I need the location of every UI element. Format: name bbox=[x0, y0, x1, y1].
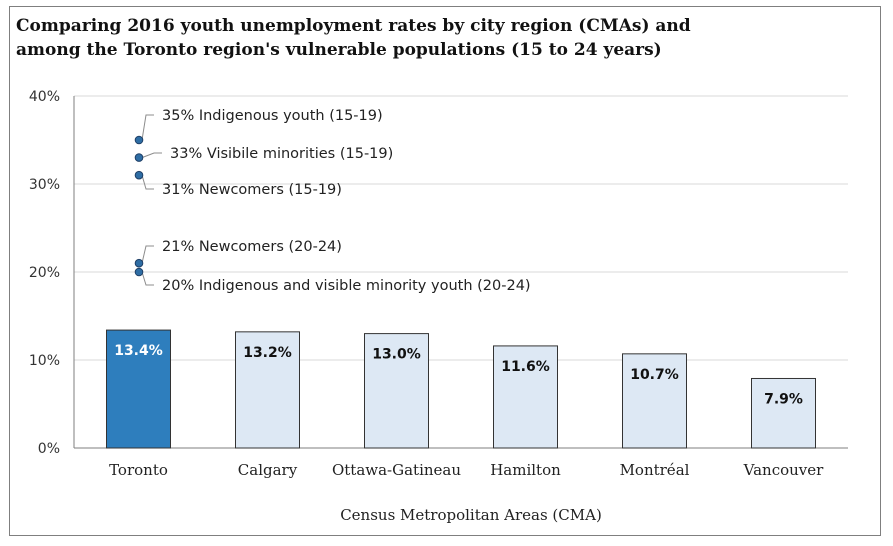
y-tick-label: 0% bbox=[38, 441, 60, 457]
chart-title: Comparing 2016 youth unemployment rates … bbox=[16, 14, 776, 62]
annotation-leader bbox=[141, 114, 154, 141]
annotation-label: 20% Indigenous and visible minority yout… bbox=[162, 278, 531, 294]
data-label: 10.7% bbox=[630, 367, 679, 383]
data-label: 13.4% bbox=[114, 343, 163, 359]
annotation-point bbox=[134, 170, 144, 180]
bar bbox=[493, 345, 558, 449]
x-tick-label: Vancouver bbox=[743, 461, 825, 479]
chart-title-line-2: among the Toronto region's vulnerable po… bbox=[16, 40, 662, 60]
x-tick-label: Calgary bbox=[238, 461, 298, 479]
x-tick-label: Ottawa-Gatineau bbox=[332, 461, 461, 479]
annotation-point bbox=[134, 267, 144, 277]
annotation-label: 31% Newcomers (15-19) bbox=[162, 182, 342, 198]
data-label: 13.2% bbox=[243, 345, 292, 361]
bar bbox=[106, 329, 171, 449]
annotation-leader bbox=[141, 245, 154, 264]
data-label: 11.6% bbox=[501, 359, 550, 375]
annotation-point bbox=[134, 258, 144, 268]
x-tick-label: Hamilton bbox=[490, 461, 561, 479]
annotation-label: 33% Visibile minorities (15-19) bbox=[170, 146, 393, 162]
x-tick-label: Montréal bbox=[620, 461, 690, 479]
bar bbox=[751, 377, 816, 449]
data-label: 7.9% bbox=[764, 391, 803, 407]
annotation-point bbox=[134, 135, 144, 145]
y-tick-label: 20% bbox=[29, 265, 60, 281]
bar bbox=[622, 353, 687, 449]
annotation-label: 35% Indigenous youth (15-19) bbox=[162, 108, 383, 124]
y-tick-label: 40% bbox=[29, 89, 60, 105]
annotation-point bbox=[134, 153, 144, 162]
annotation-leader bbox=[141, 152, 162, 159]
bar bbox=[235, 331, 300, 449]
data-label: 13.0% bbox=[372, 347, 421, 363]
annotation-leader bbox=[141, 271, 154, 286]
x-tick-label: Toronto bbox=[109, 461, 168, 479]
chart-title-line-1: Comparing 2016 youth unemployment rates … bbox=[16, 16, 691, 36]
y-tick-label: 30% bbox=[29, 177, 60, 193]
annotation-label: 21% Newcomers (20-24) bbox=[162, 239, 342, 255]
bar bbox=[364, 333, 429, 449]
annotation-leader bbox=[141, 175, 154, 190]
x-axis-label: Census Metropolitan Areas (CMA) bbox=[340, 506, 602, 524]
y-tick-label: 10% bbox=[29, 353, 60, 369]
